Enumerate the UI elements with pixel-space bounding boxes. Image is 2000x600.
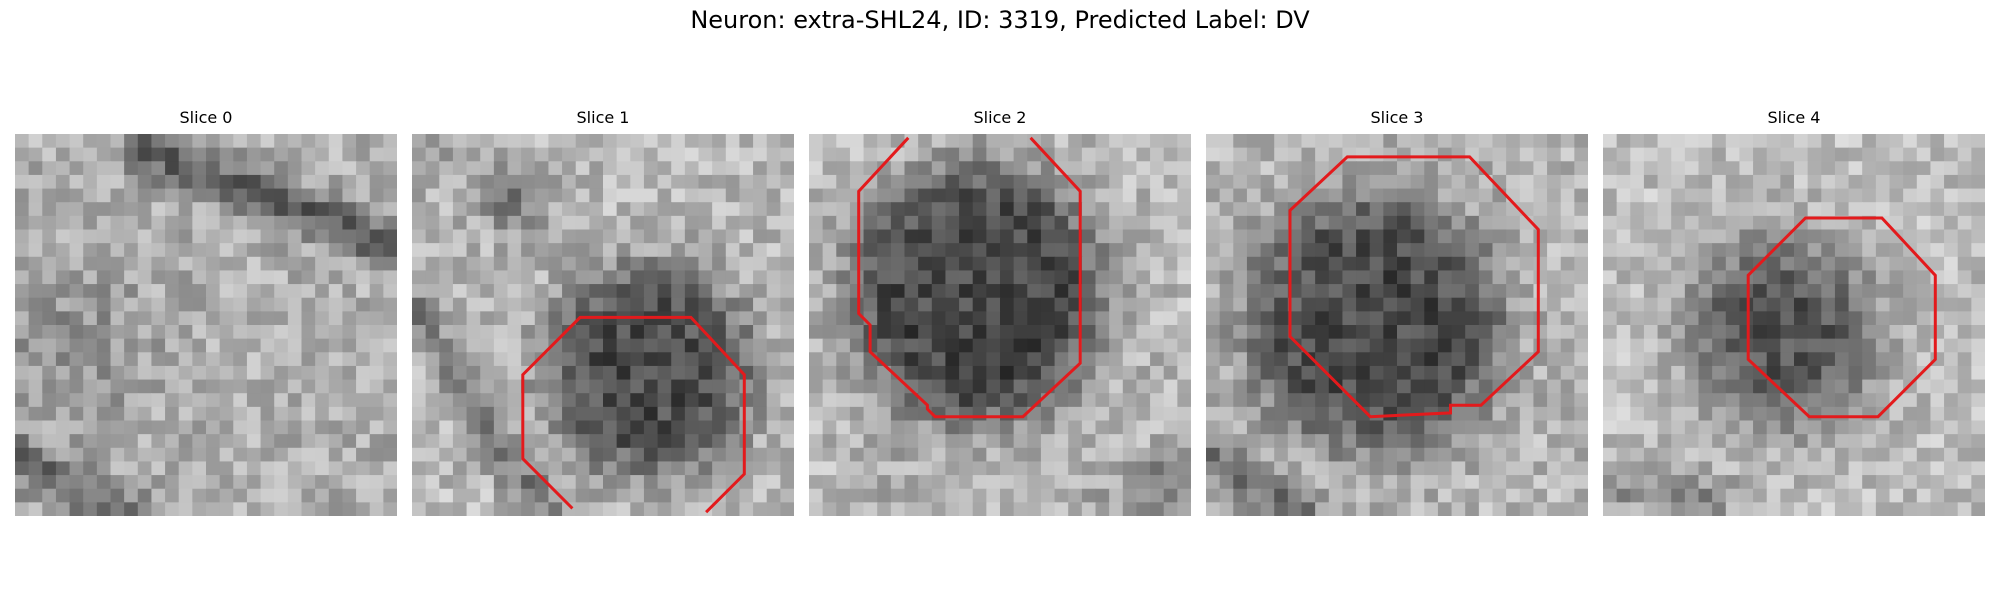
slice-image-1 [412, 134, 794, 516]
slice-panel-2: Slice 2 [809, 106, 1191, 516]
slice-title-3: Slice 3 [1370, 108, 1424, 127]
slice-image-3 [1206, 134, 1588, 516]
pixel-grid [412, 134, 794, 516]
pixel-grid [809, 134, 1191, 516]
pixel-grid [15, 134, 397, 516]
slice-title-4: Slice 4 [1767, 108, 1821, 127]
segmentation-outline [857, 136, 1082, 419]
slice-image-4 [1603, 134, 1985, 516]
pixel-grid [1206, 134, 1588, 516]
segmentation-outline [1746, 216, 1937, 419]
figure-title: Neuron: extra-SHL24, ID: 3319, Predicted… [690, 6, 1310, 34]
segmentation-outline [521, 315, 746, 514]
slice-panel-4: Slice 4 [1603, 106, 1985, 516]
slice-title-0: Slice 0 [179, 108, 233, 127]
slice-title-1: Slice 1 [576, 108, 630, 127]
slice-panel-0: Slice 0 [15, 106, 397, 516]
slice-image-2 [809, 134, 1191, 516]
slice-image-0 [15, 134, 397, 516]
slice-panel-3: Slice 3 [1206, 106, 1588, 516]
pixel-grid [1603, 134, 1985, 516]
slice-title-2: Slice 2 [973, 108, 1027, 127]
slice-panel-1: Slice 1 [412, 106, 794, 516]
segmentation-outline [1288, 155, 1540, 419]
